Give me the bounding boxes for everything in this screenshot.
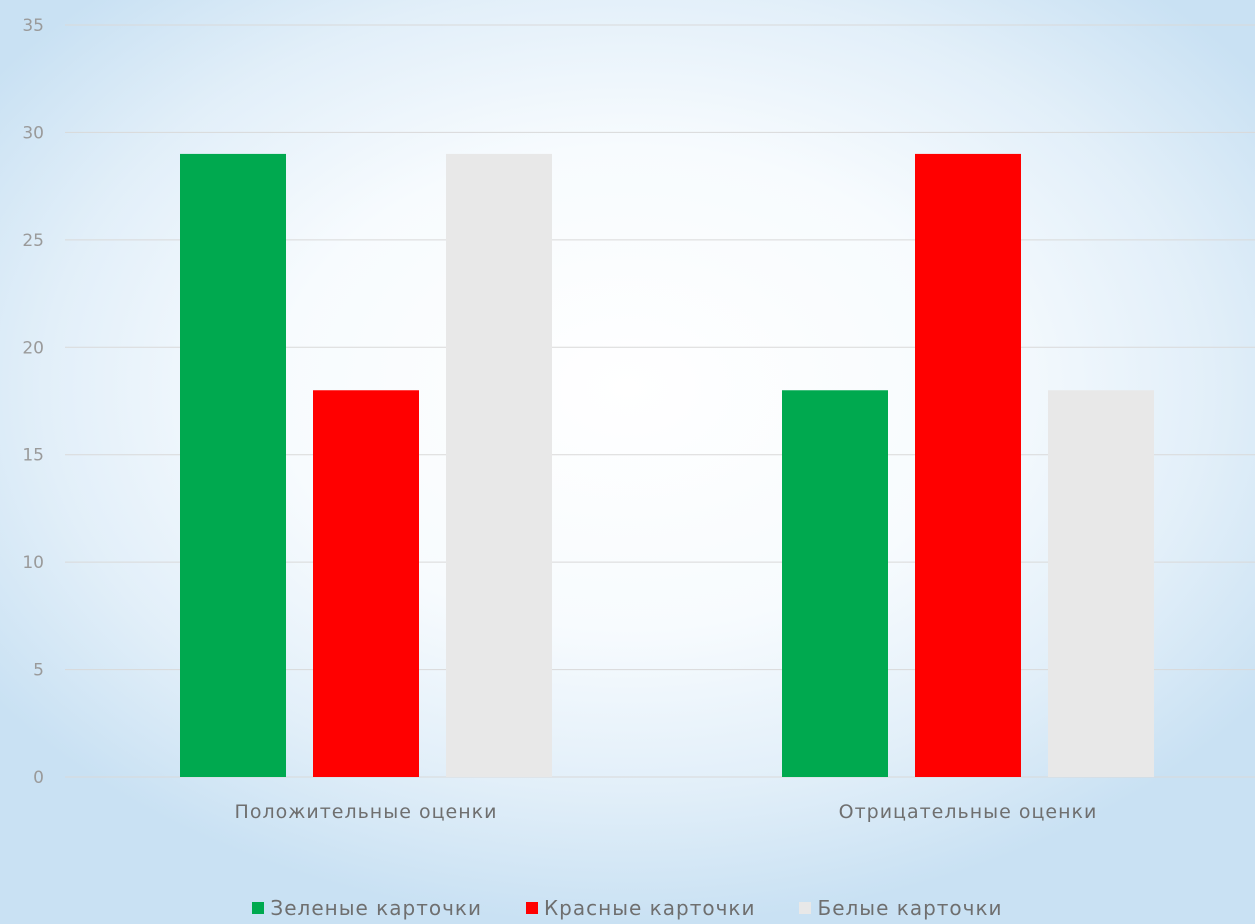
y-tick-label: 10: [22, 553, 44, 573]
legend-item: Белые карточки: [799, 896, 1002, 920]
legend-item: Красные карточки: [525, 896, 756, 920]
bar: [782, 390, 888, 777]
legend-label: Белые карточки: [817, 896, 1003, 920]
bar: [1048, 390, 1154, 777]
legend-swatch: [799, 902, 812, 914]
legend-label: Зеленые карточки: [270, 896, 482, 920]
y-tick-label: 30: [22, 123, 44, 143]
y-tick-label: 35: [22, 16, 44, 36]
y-tick-label: 5: [33, 661, 44, 681]
bar: [446, 153, 552, 777]
y-tick-label: 25: [22, 231, 44, 251]
bar: [180, 153, 286, 777]
y-tick-label: 0: [33, 768, 44, 788]
legend-label: Красные карточки: [543, 896, 756, 920]
legend-swatch: [252, 902, 265, 914]
x-category-label: Отрицательные оценки: [839, 801, 1098, 823]
y-tick-label: 20: [22, 338, 44, 358]
bars: [180, 153, 1154, 777]
x-axis-categories: Положительные оценки Отрицательные оценки: [235, 801, 1098, 823]
legend-swatch: [525, 902, 538, 914]
bar: [313, 390, 419, 777]
legend: Зеленые карточки Красные карточки Белые ка…: [0, 896, 1255, 920]
y-axis-ticks: 0 5 10 15 20 25 30 35: [22, 16, 44, 788]
legend-item: Зеленые карточки: [252, 896, 482, 920]
y-tick-label: 15: [22, 446, 44, 466]
bar: [915, 153, 1021, 777]
x-category-label: Положительные оценки: [235, 801, 498, 823]
